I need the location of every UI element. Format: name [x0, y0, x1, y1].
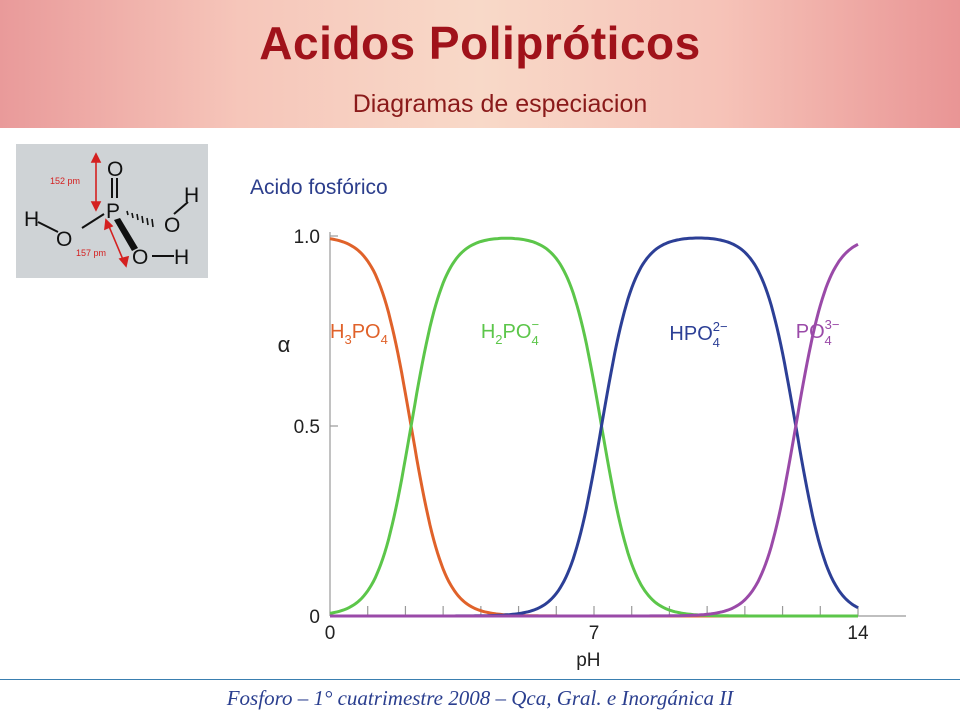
bond-o-h-right — [173, 201, 189, 215]
slide-subtitle: Diagramas de especiacion — [352, 90, 648, 118]
footer-divider — [0, 679, 960, 680]
y-tick-label: 0 — [309, 607, 320, 628]
series-label-0: H3PO4 — [330, 321, 388, 347]
chart-curves — [329, 236, 859, 618]
x-tick-label: 7 — [589, 623, 600, 644]
y-tick-label: 1.0 — [294, 227, 320, 248]
atom-h-right: H — [184, 184, 199, 207]
series-label-3: PO3− 4 — [796, 317, 840, 348]
chart-axes: 0 0.5 1.0 0 7 14 pH α — [278, 227, 906, 670]
x-tick-label: 14 — [847, 623, 869, 644]
slide-header: Acidos Polipróticos Diagramas de especia… — [0, 0, 960, 128]
atom-o-bottom: O — [132, 246, 148, 269]
bond-h-o-left — [37, 221, 59, 233]
series-line-0 — [329, 237, 858, 618]
speciation-chart: 0 0.5 1.0 0 7 14 pH α H3PO4 H2PO− 4 HPO2− 4 PO3− 4 — [278, 227, 906, 670]
atom-h-left: H — [24, 208, 39, 231]
chart-title: Acido fosfórico — [250, 176, 388, 199]
chart-labels: H3PO4 H2PO− 4 HPO2− 4 PO3− 4 — [330, 317, 840, 350]
series-label-2: HPO2− 4 — [669, 319, 727, 350]
x-axis-label: pH — [576, 650, 600, 670]
series-label-1: H2PO− 4 — [481, 317, 539, 348]
y-axis-label: α — [278, 332, 291, 357]
slide-title: Acidos Polipróticos — [259, 17, 701, 69]
hashed-bond — [126, 210, 154, 228]
atom-h-bottom: H — [174, 246, 189, 269]
series-line-3 — [330, 242, 859, 618]
y-tick-label: 0.5 — [294, 417, 320, 438]
bond-label-152: 152 pm — [50, 176, 80, 186]
atom-o-top: O — [107, 158, 123, 181]
atom-p: P — [106, 200, 120, 223]
bond-p-o-left — [81, 213, 105, 229]
bond-label-157: 157 pm — [76, 248, 106, 258]
series-line-1 — [329, 236, 858, 618]
series-line-2 — [330, 236, 859, 618]
x-tick-label: 0 — [325, 623, 336, 644]
atom-o-right: O — [164, 214, 180, 237]
phosphoric-acid-structure: O P O H H O O H 152 pm 157 pm — [16, 144, 208, 278]
bond-length-arrows — [90, 152, 130, 268]
atom-o-left: O — [56, 228, 72, 251]
slide-footer: Fosforo – 1° cuatrimestre 2008 – Qca, Gr… — [226, 686, 734, 710]
wedge-bond — [114, 218, 138, 251]
